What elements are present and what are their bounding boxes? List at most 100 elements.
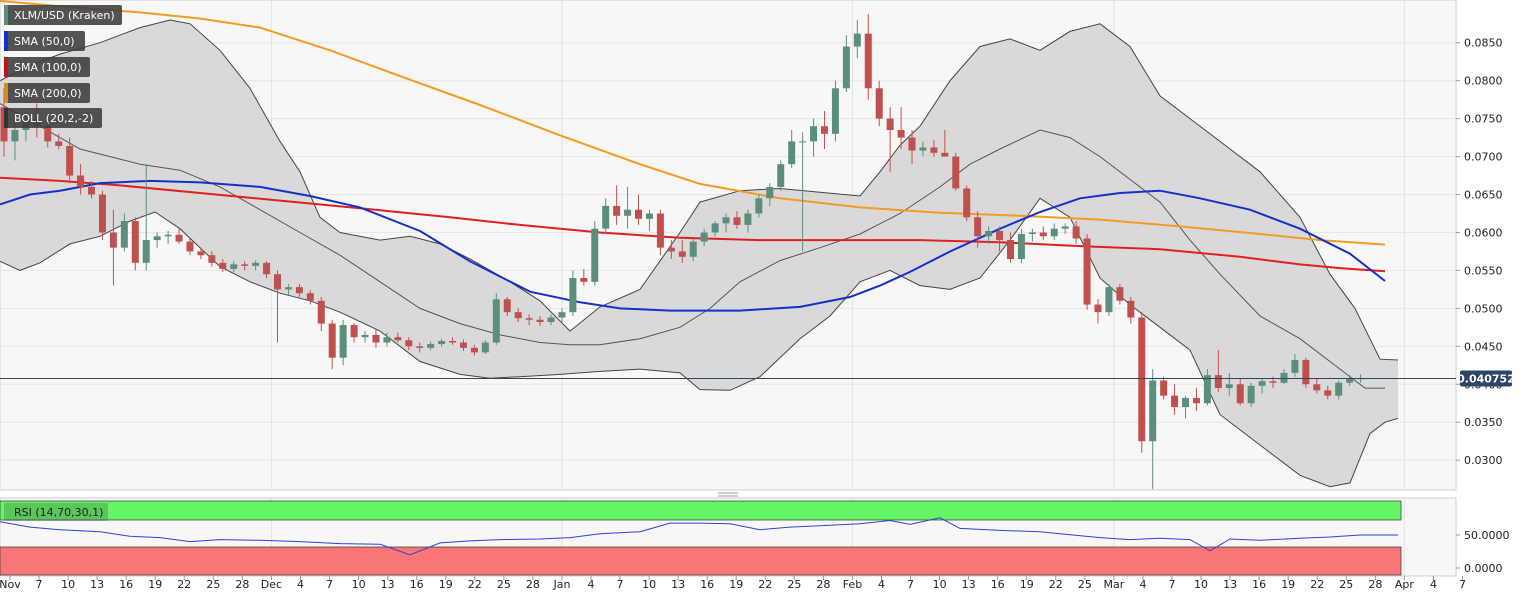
candle-body: [569, 278, 577, 313]
x-tick-label: 10: [61, 578, 75, 591]
candle-body: [1094, 304, 1102, 313]
rsi-pane: 50.0000 0.0000 RSI (14,70,30,1): [0, 497, 1510, 577]
candlesticks: [0, 13, 1365, 489]
candle: [547, 314, 555, 326]
bollinger-mid-line: [0, 103, 1385, 389]
candle: [131, 217, 139, 271]
candle: [875, 80, 883, 127]
legend-tag-rsi-bg[interactable]: [4, 503, 108, 521]
candle: [810, 118, 818, 157]
candle-body: [755, 198, 763, 214]
candle: [405, 337, 413, 351]
candle-body: [700, 232, 708, 242]
candle-body: [1116, 287, 1124, 301]
legend-tag-boll-bg[interactable]: [4, 108, 102, 128]
candle: [711, 221, 719, 237]
sma200-line: [0, 0, 1386, 246]
candle: [766, 183, 774, 206]
current-price-tag-background: [1460, 370, 1512, 387]
candle-body: [1083, 238, 1091, 305]
candle: [1160, 376, 1168, 400]
candle-body: [525, 318, 533, 320]
candle-body: [722, 217, 730, 224]
candle-body: [1127, 300, 1135, 318]
candle-body: [536, 319, 544, 323]
legend-tag-title-swatch: [4, 5, 8, 25]
candle: [919, 141, 927, 157]
x-tick-label: 28: [816, 578, 830, 591]
x-tick-label: 10: [1194, 578, 1208, 591]
candle-body: [361, 334, 369, 338]
legend-tag-sma50-bg[interactable]: [4, 31, 85, 51]
x-tick-label: 4: [878, 578, 885, 591]
candle-body: [613, 205, 621, 216]
x-tick-label: 7: [907, 578, 914, 591]
candle-body: [1291, 359, 1299, 373]
candle: [77, 164, 85, 195]
candle: [109, 209, 117, 286]
legend-tag-sma100-bg[interactable]: [4, 57, 90, 77]
candle-body: [941, 152, 949, 157]
rsi-tick-label: 0.0000: [1464, 562, 1503, 575]
candle-body: [602, 205, 610, 229]
candle-body: [591, 228, 599, 282]
candle-body: [1214, 375, 1222, 389]
candle-body: [788, 141, 796, 165]
candle-body: [678, 251, 686, 257]
candle-body: [886, 118, 894, 131]
x-tick-label: 25: [1339, 578, 1353, 591]
candle-body: [744, 213, 752, 225]
candle-body: [1182, 397, 1190, 408]
candle-body: [339, 325, 347, 358]
candle-body: [996, 230, 1004, 241]
candle: [88, 180, 96, 199]
candle-body: [897, 130, 905, 138]
candle-body: [821, 126, 828, 134]
candle: [908, 130, 916, 165]
pane-resize-handle[interactable]: [718, 492, 738, 497]
legend-tag-title-bg[interactable]: [4, 5, 122, 25]
x-tick-label: 25: [787, 578, 801, 591]
candle: [558, 308, 566, 324]
legend-tag-sma50: SMA (50,0): [14, 35, 75, 48]
candle-body: [1269, 381, 1277, 383]
candle: [197, 247, 205, 260]
candle: [98, 190, 106, 241]
x-tick-label: 4: [1139, 578, 1146, 591]
candle-body: [1061, 226, 1069, 229]
bollinger-lower-line: [0, 197, 1399, 488]
candle-body: [963, 188, 971, 218]
candle: [1280, 369, 1288, 385]
candle: [208, 251, 216, 267]
legend-tag-sma200-bg[interactable]: [4, 83, 90, 103]
candle: [1116, 284, 1124, 305]
candle: [164, 230, 172, 244]
candle: [1039, 226, 1047, 241]
legend-tag-sma200-swatch: [4, 83, 8, 103]
candle: [274, 270, 281, 343]
x-tick-label: 25: [1078, 578, 1092, 591]
candle: [427, 341, 435, 351]
candle: [525, 314, 533, 326]
candle: [1346, 375, 1354, 386]
candle: [306, 290, 314, 305]
candle-body: [263, 262, 271, 275]
x-tick-label: 4: [1430, 578, 1437, 591]
candle-body: [974, 217, 982, 237]
candle-body: [11, 130, 19, 142]
candle-body: [1236, 384, 1244, 404]
legend-tag-sma100-swatch: [4, 57, 8, 77]
rsi-axis-labels: 50.0000 0.0000: [1456, 529, 1510, 575]
candle: [602, 198, 610, 234]
candle-body: [77, 175, 85, 187]
candle: [821, 111, 828, 149]
candle-body: [645, 213, 653, 219]
x-tick-label: 22: [1310, 578, 1324, 591]
candle-body: [427, 344, 435, 348]
candle-body: [777, 164, 785, 187]
price-axis-labels: 0.0850 0.0800 0.0750 0.0700 0.0650 0.0600 0.05…: [1456, 37, 1503, 467]
candle-body: [55, 141, 63, 146]
candle-body: [1006, 240, 1014, 260]
candle-body: [1346, 378, 1354, 383]
candle: [996, 226, 1004, 252]
